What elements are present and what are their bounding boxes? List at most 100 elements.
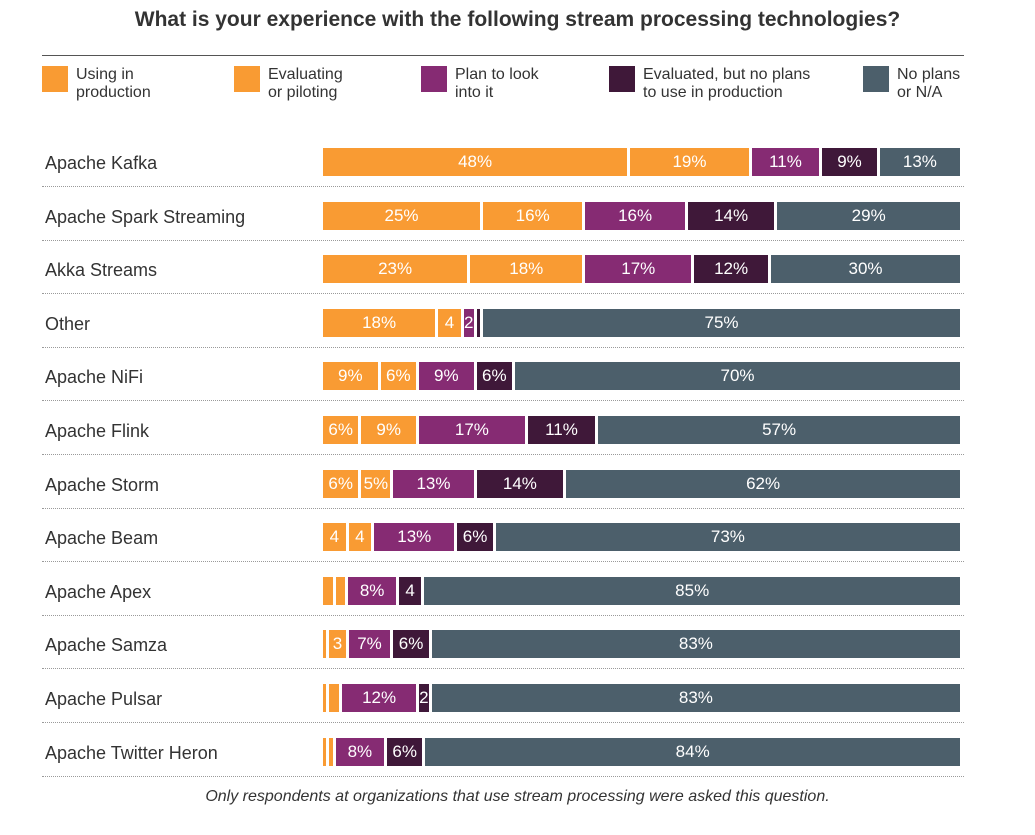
bar-value-label: 2 xyxy=(419,688,429,707)
legend-label-line: Evaluated, but no plans xyxy=(643,66,811,83)
bar-segment xyxy=(329,737,333,766)
bar-segment: 84% xyxy=(425,737,960,766)
legend-item: Using in production xyxy=(42,66,151,102)
bar-value-label: 4 xyxy=(405,580,415,600)
bar-segment: 17% xyxy=(585,255,692,284)
bar-segment: 13% xyxy=(393,469,474,498)
bar-value-label: 9% xyxy=(837,152,862,171)
bar-segment xyxy=(335,576,346,605)
bar-value-label: 16% xyxy=(515,205,550,225)
bar-segment: 5% xyxy=(361,469,391,498)
legend-label: Using in production xyxy=(76,66,151,102)
bar-segment: 4 xyxy=(348,523,372,552)
legend-label: No plans or N/A xyxy=(897,66,960,102)
bar-value-label: 12% xyxy=(362,688,397,707)
bar-segment: 48% xyxy=(323,148,628,176)
bar-value-label: 23% xyxy=(378,259,413,279)
category-label: Apache Storm xyxy=(45,474,160,495)
bar-segment: 4 xyxy=(323,523,346,552)
legend-label: Evaluating or piloting xyxy=(268,66,343,102)
bar-value-label: 30% xyxy=(848,259,883,279)
bar-segment: 30% xyxy=(771,255,960,284)
bar-value-label: 6% xyxy=(386,366,411,386)
category-label: Apache Twitter Heron xyxy=(45,742,218,763)
bar-segment: 18% xyxy=(323,308,436,337)
row-separator xyxy=(42,775,964,777)
bar-segment: 14% xyxy=(687,201,775,230)
bar-segment xyxy=(323,576,333,605)
category-label: Apache Pulsar xyxy=(45,689,163,709)
bar-segment: 6% xyxy=(380,362,416,391)
bar-value-label: 83% xyxy=(678,634,713,654)
bar-value-label: 16% xyxy=(618,205,653,225)
legend-item: Plan to look into it xyxy=(421,66,539,102)
bar-segment: 19% xyxy=(630,148,749,176)
row-separator xyxy=(42,454,964,455)
bar-value-label: 18% xyxy=(362,312,397,332)
row-separator xyxy=(42,400,964,402)
row-separator xyxy=(42,239,964,241)
bar-value-label: 19% xyxy=(672,152,707,171)
bar-value-label: 13% xyxy=(902,152,937,171)
bar-value-label: 48% xyxy=(458,152,493,171)
bar-segment: 6% xyxy=(387,737,423,766)
bar-value-label: 29% xyxy=(851,205,886,225)
row-separator xyxy=(42,346,964,348)
bar-value-label: 12% xyxy=(714,259,749,279)
category-label: Akka Streams xyxy=(45,260,158,281)
bar-value-label: 18% xyxy=(509,259,544,279)
bar-value-label: 11% xyxy=(769,152,802,171)
bar-segment: 4 xyxy=(399,576,422,605)
bar-value-label: 2 xyxy=(463,312,474,332)
category-label: Apache Beam xyxy=(45,528,159,549)
bar-value-label: 73% xyxy=(710,527,745,547)
row-separator xyxy=(42,293,964,295)
row-separator xyxy=(42,186,964,187)
row-separator xyxy=(42,668,964,670)
bar-value-label: 4 xyxy=(355,527,365,547)
legend-swatch xyxy=(609,66,635,92)
bar-value-label: 75% xyxy=(704,312,739,332)
bar-segment xyxy=(329,684,340,712)
legend-label-line: or N/A xyxy=(897,84,943,101)
bar-segment xyxy=(323,684,327,712)
bar-segment: 25% xyxy=(323,201,480,230)
bar-segment: 16% xyxy=(585,201,685,230)
chart-title: What is your experience with the followi… xyxy=(134,8,901,31)
bar-segment: 9% xyxy=(419,362,474,391)
category-label: Apache Kafka xyxy=(45,153,158,173)
bar-segment: 14% xyxy=(476,469,564,498)
bar-segment: 2 xyxy=(463,308,474,337)
bar-value-label: 4 xyxy=(444,312,455,332)
legend-label-line: No plans xyxy=(897,66,961,83)
bar-segment: 18% xyxy=(470,255,583,284)
bar-segment: 83% xyxy=(431,630,960,659)
bar-value-label: 9% xyxy=(338,366,363,386)
bar-value-label: 6% xyxy=(482,366,507,386)
bar-segment: 73% xyxy=(495,523,960,552)
bar-segment: 12% xyxy=(694,255,768,284)
bar-value-label: 70% xyxy=(720,366,755,386)
bar-segment: 6% xyxy=(323,469,359,498)
bar-segment xyxy=(323,737,327,766)
legend-item: Evaluating or piloting xyxy=(234,66,343,102)
bar-segment: 7% xyxy=(348,630,391,659)
bar-value-label: 7% xyxy=(357,634,382,654)
row-separator xyxy=(42,561,964,563)
legend-label-line: Using in xyxy=(76,66,134,83)
category-label: Other xyxy=(45,313,91,334)
bar-segment: 70% xyxy=(515,362,960,391)
category-label: Apache Flink xyxy=(45,421,150,441)
title-divider xyxy=(42,55,964,56)
chart-footnote: Only respondents at organizations that u… xyxy=(205,788,830,805)
row-separator xyxy=(42,614,964,616)
bar-value-label: 13% xyxy=(416,473,451,493)
bar-segment: 2 xyxy=(419,684,429,712)
bar-value-label: 6% xyxy=(462,527,488,547)
legend-label-line: or piloting xyxy=(268,84,338,101)
bar-value-label: 6% xyxy=(328,473,353,493)
bar-segment: 8% xyxy=(335,737,384,766)
bar-segment: 6% xyxy=(393,630,429,659)
row-separator xyxy=(42,507,964,509)
legend-item: Evaluated, but no plans to use in product… xyxy=(609,66,810,102)
